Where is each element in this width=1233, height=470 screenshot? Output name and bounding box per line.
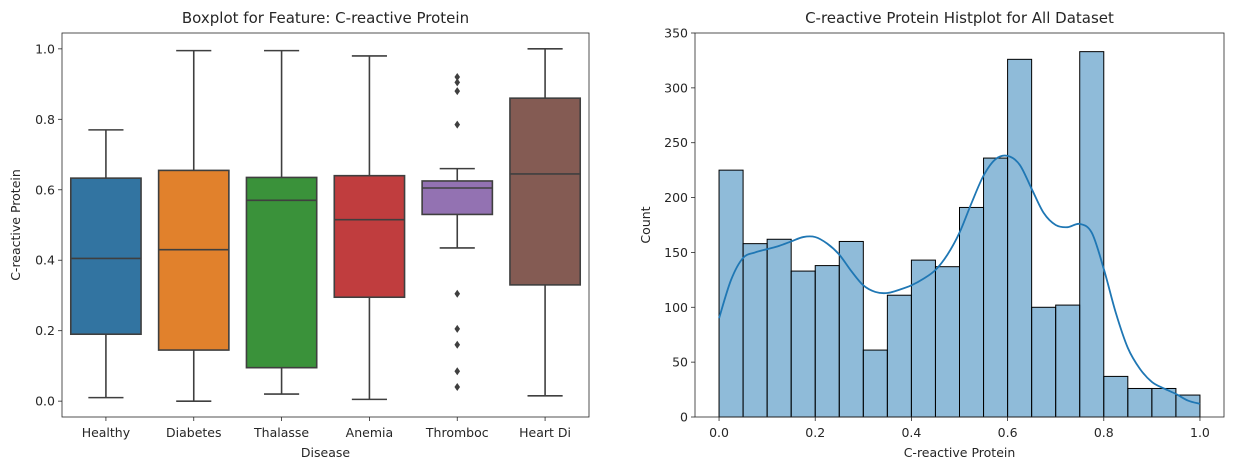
histogram-bar bbox=[1055, 304, 1081, 418]
histogram-x-tick-label: 0.0 bbox=[709, 425, 729, 440]
boxplot-box bbox=[157, 169, 230, 351]
histogram-y-tick-label: 350 bbox=[664, 26, 688, 41]
boxplot-outlier bbox=[454, 289, 461, 298]
histogram-bar bbox=[814, 265, 840, 418]
boxplot-y-ticks: 0.0 0.2 0.4 0.6 0.8 1.0 bbox=[35, 41, 62, 409]
boxplot-plot-area bbox=[62, 33, 589, 417]
histogram-x-tick-label: 0.2 bbox=[805, 425, 825, 440]
histogram-bar bbox=[1103, 375, 1129, 418]
histogram-bar bbox=[1127, 387, 1153, 418]
histogram-bar bbox=[790, 270, 816, 418]
histogram-bar bbox=[983, 157, 1009, 418]
boxplot-outlier bbox=[454, 383, 461, 392]
boxplot-box-group bbox=[333, 55, 406, 401]
boxplot-y-axis-label: C-reactive Protein bbox=[8, 169, 23, 281]
histogram-y-tick-label: 200 bbox=[664, 190, 688, 205]
histogram-x-ticks: 0.0 0.2 0.4 0.6 0.8 1.0 bbox=[709, 417, 1210, 440]
boxplot-box-group bbox=[421, 73, 494, 392]
histogram-frame bbox=[694, 32, 1225, 418]
boxplot-box-group bbox=[157, 49, 230, 402]
histogram-y-tick-label: 150 bbox=[664, 245, 688, 260]
boxplot-frame bbox=[61, 32, 590, 418]
boxplot-outlier bbox=[454, 367, 461, 376]
histogram-x-tick-label: 1.0 bbox=[1190, 425, 1210, 440]
boxplot-outlier bbox=[454, 73, 461, 82]
boxplot-y-tick-label: 0.6 bbox=[35, 182, 55, 197]
boxplot-x-tick-label: Healthy bbox=[82, 425, 131, 440]
histogram-y-tick-label: 300 bbox=[664, 80, 688, 95]
histogram-y-tick-label: 50 bbox=[672, 355, 688, 370]
boxplot-y-tick-label: 0.2 bbox=[35, 323, 55, 338]
boxplot-box bbox=[245, 176, 318, 369]
boxplot-box-group bbox=[69, 129, 142, 399]
boxplot-x-tick-label: Heart Di bbox=[519, 425, 571, 440]
histogram-bar bbox=[959, 206, 985, 418]
boxplot-y-tick-label: 0.8 bbox=[35, 112, 55, 127]
boxplot-box-group bbox=[245, 49, 318, 395]
boxplot-outlier bbox=[454, 78, 461, 87]
histogram-bar bbox=[1175, 394, 1201, 418]
histogram-y-tick-label: 100 bbox=[664, 300, 688, 315]
boxplot-outlier bbox=[454, 87, 461, 96]
histogram-x-tick-label: 0.6 bbox=[998, 425, 1018, 440]
histogram-y-tick-label: 0 bbox=[680, 410, 688, 425]
histogram-kde-line bbox=[718, 154, 1201, 405]
boxplot-outlier bbox=[454, 340, 461, 349]
boxplot-chart: 0.0 0.2 0.4 0.6 0.8 1.0 Healthy Diabetes Thalas… bbox=[8, 9, 590, 460]
boxplot-boxes bbox=[69, 48, 582, 402]
histogram-x-axis-label: C-reactive Protein bbox=[904, 445, 1016, 460]
histogram-x-tick-label: 0.4 bbox=[901, 425, 921, 440]
boxplot-y-tick-label: 0.0 bbox=[35, 394, 55, 409]
histogram-bar bbox=[1007, 58, 1033, 418]
boxplot-box bbox=[69, 177, 142, 336]
histogram-bar bbox=[838, 240, 864, 418]
boxplot-x-tick-label: Thalasse bbox=[253, 425, 309, 440]
boxplot-outlier bbox=[454, 324, 461, 333]
boxplot-y-tick-label: 0.4 bbox=[35, 253, 55, 268]
histogram-bar bbox=[718, 169, 744, 418]
histogram-y-ticks: 0 50 100 150 200 250 300 350 bbox=[664, 26, 695, 425]
boxplot-box bbox=[421, 180, 494, 216]
boxplot-x-tick-label: Anemia bbox=[346, 425, 393, 440]
boxplot-x-tick-label: Thromboc bbox=[425, 425, 489, 440]
boxplot-x-tick-label: Diabetes bbox=[166, 425, 222, 440]
boxplot-outlier bbox=[454, 120, 461, 129]
boxplot-y-tick-label: 1.0 bbox=[35, 41, 55, 56]
histogram-title: C-reactive Protein Histplot for All Data… bbox=[805, 9, 1114, 27]
boxplot-title: Boxplot for Feature: C-reactive Protein bbox=[182, 9, 469, 27]
histogram-bar bbox=[1031, 306, 1057, 418]
histogram-y-tick-label: 250 bbox=[664, 135, 688, 150]
boxplot-box bbox=[333, 174, 406, 299]
boxplot-x-ticks: Healthy Diabetes Thalasse Anemia Thromboc Hea… bbox=[82, 417, 571, 440]
boxplot-box-group bbox=[509, 48, 582, 397]
histogram-bar bbox=[862, 349, 888, 418]
histogram-y-axis-label: Count bbox=[638, 206, 653, 243]
histogram-bar bbox=[742, 243, 768, 418]
histogram-chart: 0 50 100 150 200 250 300 350 0.0 0.2 0.4 0.6 0.8 1.0… bbox=[638, 9, 1225, 460]
histogram-x-tick-label: 0.8 bbox=[1094, 425, 1114, 440]
histogram-bar bbox=[934, 266, 960, 418]
histogram-bar bbox=[886, 294, 912, 418]
histogram-bar bbox=[766, 238, 792, 418]
boxplot-x-axis-label: Disease bbox=[301, 445, 350, 460]
boxplot-box bbox=[509, 97, 582, 286]
